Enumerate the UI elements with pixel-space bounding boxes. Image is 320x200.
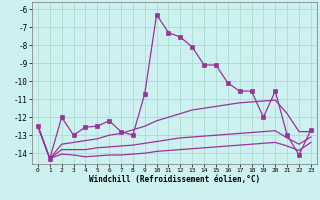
X-axis label: Windchill (Refroidissement éolien,°C): Windchill (Refroidissement éolien,°C) [89, 175, 260, 184]
